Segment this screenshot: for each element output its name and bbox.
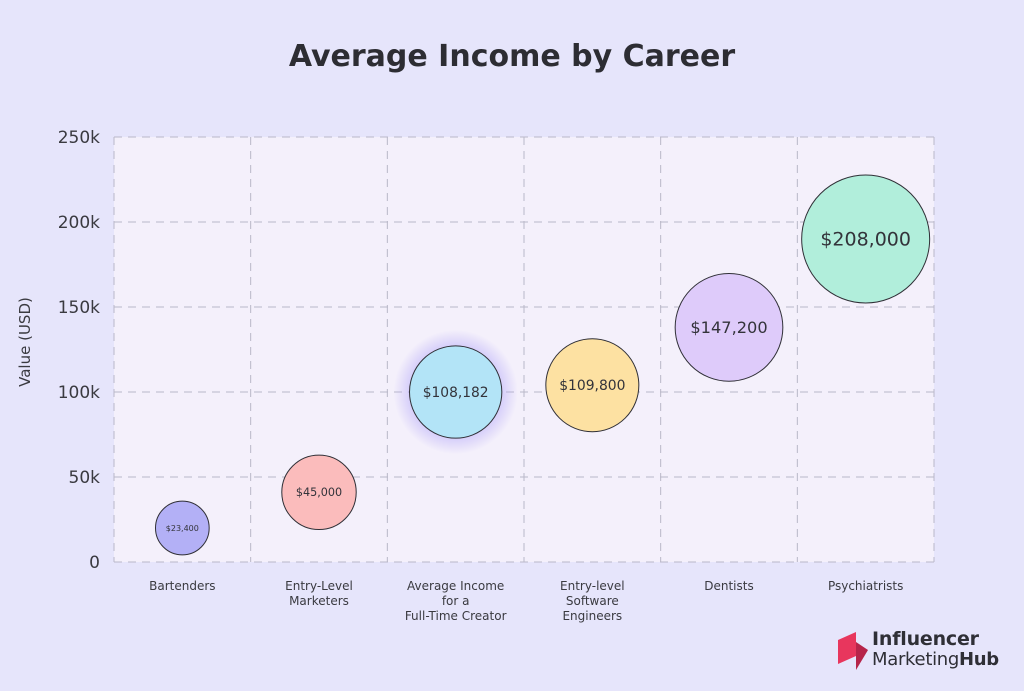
x-category-label: Average Income for a Full-Time Creator bbox=[405, 579, 507, 623]
bubble-2 bbox=[409, 345, 503, 439]
bubble-5 bbox=[801, 174, 931, 304]
y-tick-label: 100k bbox=[58, 383, 100, 403]
y-tick-label: 0 bbox=[89, 553, 100, 573]
bubble-1 bbox=[281, 454, 357, 531]
x-category-label: Psychiatrists bbox=[828, 579, 903, 593]
bubble-value-label: $108,182 bbox=[423, 385, 489, 401]
bubble-value-label: $23,400 bbox=[166, 524, 199, 533]
y-tick-label: 150k bbox=[58, 298, 100, 318]
influencer-marketing-hub-logo: Influencer MarketingHub bbox=[838, 628, 1018, 678]
bubble-value-label: $45,000 bbox=[296, 486, 342, 499]
y-axis-label: Value (USD) bbox=[16, 297, 34, 387]
y-tick-label: 200k bbox=[58, 213, 100, 233]
bubble-value-label: $208,000 bbox=[820, 229, 911, 251]
bubble-value-label: $147,200 bbox=[690, 318, 767, 337]
x-category-label: Entry-Level Marketers bbox=[285, 579, 353, 608]
bubble-0 bbox=[155, 500, 210, 556]
logo-text-line2: MarketingHub bbox=[872, 649, 999, 670]
bubble-4 bbox=[674, 273, 784, 382]
x-category-label: Entry-level Software Engineers bbox=[560, 579, 625, 623]
logo-text-line1: Influencer bbox=[872, 628, 979, 650]
logo-mark-icon bbox=[838, 632, 868, 670]
y-tick-label: 50k bbox=[69, 468, 101, 488]
bubble-value-label: $109,800 bbox=[559, 378, 625, 394]
x-category-label: Bartenders bbox=[149, 579, 215, 593]
x-category-label: Dentists bbox=[704, 579, 753, 593]
chart-title: Average Income by Career bbox=[289, 39, 736, 74]
bubble-3 bbox=[545, 338, 640, 433]
y-tick-label: 250k bbox=[58, 128, 100, 148]
